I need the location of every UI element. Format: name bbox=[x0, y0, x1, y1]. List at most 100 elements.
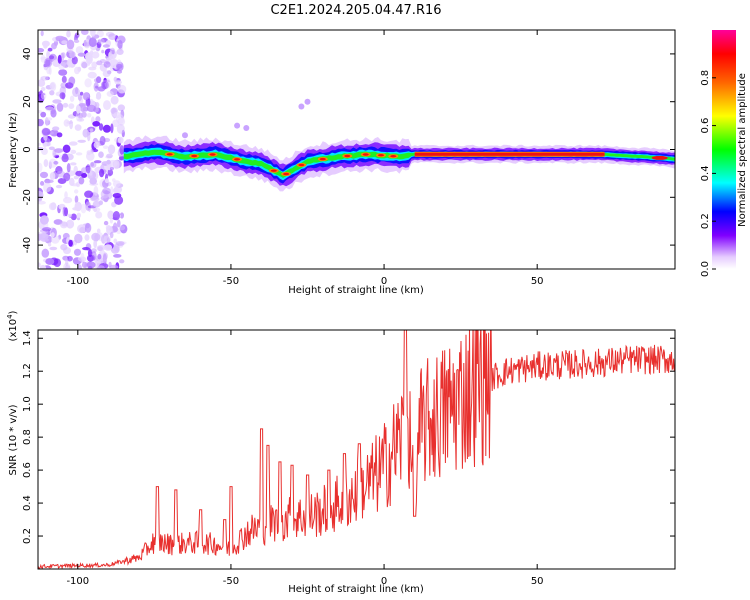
noise-blob bbox=[66, 39, 75, 50]
noise-blob bbox=[78, 176, 85, 185]
noise-blob bbox=[98, 151, 104, 158]
noise-blob bbox=[117, 84, 127, 94]
noise-blob bbox=[89, 105, 95, 110]
noise-blob bbox=[106, 153, 113, 159]
ridge-hotspot-core bbox=[283, 172, 290, 176]
spectrogram-ylabel: Frequency (Hz) bbox=[8, 112, 19, 188]
noise-blob bbox=[112, 211, 120, 221]
noise-blob bbox=[81, 30, 89, 35]
noise-blob bbox=[113, 76, 118, 82]
y-tick-label: 0 bbox=[22, 146, 33, 152]
noise-blob bbox=[93, 141, 100, 149]
noise-blob bbox=[93, 82, 99, 92]
noise-blob bbox=[96, 91, 102, 100]
noise-blob bbox=[113, 238, 118, 244]
y-tick-label: 1.4 bbox=[22, 330, 33, 346]
noise-blob bbox=[41, 128, 51, 136]
noise-blob bbox=[107, 210, 114, 220]
ridge-hotspot bbox=[651, 155, 668, 160]
noise-blob bbox=[84, 78, 92, 88]
noise-blob bbox=[40, 30, 44, 37]
noise-blob bbox=[96, 228, 101, 234]
noise-blob bbox=[118, 225, 126, 231]
stray-blob bbox=[182, 132, 188, 139]
noise-blob bbox=[38, 142, 41, 147]
noise-blob bbox=[63, 247, 71, 255]
noise-blob bbox=[109, 217, 113, 224]
y-tick-label: 40 bbox=[22, 48, 33, 61]
noise-blob bbox=[90, 30, 96, 37]
noise-blob bbox=[99, 168, 105, 178]
noise-blob bbox=[104, 178, 109, 184]
x-tick-label: -100 bbox=[66, 276, 89, 287]
noise-blob bbox=[115, 241, 125, 246]
stray-blob bbox=[243, 125, 250, 131]
noise-blob bbox=[66, 219, 75, 229]
noise-blob bbox=[39, 264, 47, 269]
noise-blob bbox=[40, 75, 49, 81]
noise-blob bbox=[107, 144, 116, 155]
noise-blob bbox=[49, 82, 55, 90]
noise-blob bbox=[80, 203, 87, 214]
noise-blob bbox=[76, 212, 82, 219]
noise-blob bbox=[82, 92, 90, 100]
noise-blob bbox=[81, 111, 87, 118]
noise-blob bbox=[85, 164, 91, 174]
noise-blob bbox=[103, 100, 111, 111]
noise-blob bbox=[102, 124, 111, 133]
noise-blob bbox=[72, 87, 80, 97]
ridge-hotspot-core bbox=[209, 153, 216, 156]
ridge-hotspot-core bbox=[298, 163, 305, 167]
noise-blob bbox=[75, 46, 84, 54]
snr-panel: -100 -50 0 50 0.2 0.4 0.6 0.8 1.0 1.2 1.4 Height o… bbox=[6, 310, 676, 595]
noise-blob bbox=[40, 181, 45, 186]
noise-blob bbox=[91, 51, 100, 59]
noise-blob bbox=[107, 173, 112, 177]
snr-frame bbox=[37, 329, 676, 570]
noise-blob bbox=[81, 261, 88, 268]
noise-blob bbox=[44, 179, 54, 184]
snr-yunit-label: (x104) bbox=[6, 310, 19, 341]
noise-blob bbox=[43, 182, 52, 193]
snr-xlabel: Height of straight line (km) bbox=[288, 584, 424, 595]
colorbar-tick-label: 0.0 bbox=[700, 261, 711, 277]
noise-blob bbox=[108, 33, 117, 40]
noise-blob bbox=[55, 184, 63, 189]
noise-blob bbox=[70, 149, 77, 154]
noise-blob bbox=[93, 207, 98, 213]
noise-blob bbox=[89, 161, 97, 168]
noise-blob bbox=[86, 151, 95, 161]
noise-blob bbox=[101, 80, 109, 90]
ridge-hotspot-core bbox=[378, 154, 384, 157]
noise-blob bbox=[91, 61, 98, 69]
y-tick-label: 0.6 bbox=[22, 462, 33, 478]
noise-blob bbox=[59, 92, 66, 100]
noise-blob bbox=[102, 187, 112, 195]
noise-blob bbox=[69, 141, 78, 146]
noise-blob bbox=[97, 265, 105, 269]
noise-blob bbox=[76, 112, 80, 122]
ridge-band-layer bbox=[123, 149, 675, 178]
noise-blob bbox=[79, 91, 84, 96]
noise-blob bbox=[75, 104, 81, 114]
snr-ylabel: SNR (10 * v/v) bbox=[8, 404, 19, 475]
noise-blob bbox=[103, 145, 109, 149]
noise-blob bbox=[91, 232, 101, 242]
x-tick-label: -50 bbox=[223, 276, 239, 287]
noise-blob bbox=[66, 30, 71, 38]
noise-blob bbox=[88, 37, 97, 48]
colorbar-tick-label: 0.4 bbox=[700, 165, 711, 181]
noise-blob bbox=[50, 109, 57, 118]
noise-blob bbox=[74, 233, 83, 244]
noise-blob bbox=[87, 265, 93, 269]
noise-blob bbox=[113, 254, 122, 258]
noise-blob bbox=[52, 99, 62, 104]
noise-blob bbox=[71, 56, 78, 65]
noise-blob bbox=[45, 258, 55, 265]
noise-blob bbox=[61, 75, 67, 83]
y-tick-label: -40 bbox=[22, 237, 33, 253]
chart-title: C2E1.2024.205.04.47.R16 bbox=[270, 3, 441, 18]
noise-blob bbox=[56, 170, 66, 178]
noise-blob bbox=[98, 123, 104, 131]
noise-blob bbox=[94, 102, 100, 108]
